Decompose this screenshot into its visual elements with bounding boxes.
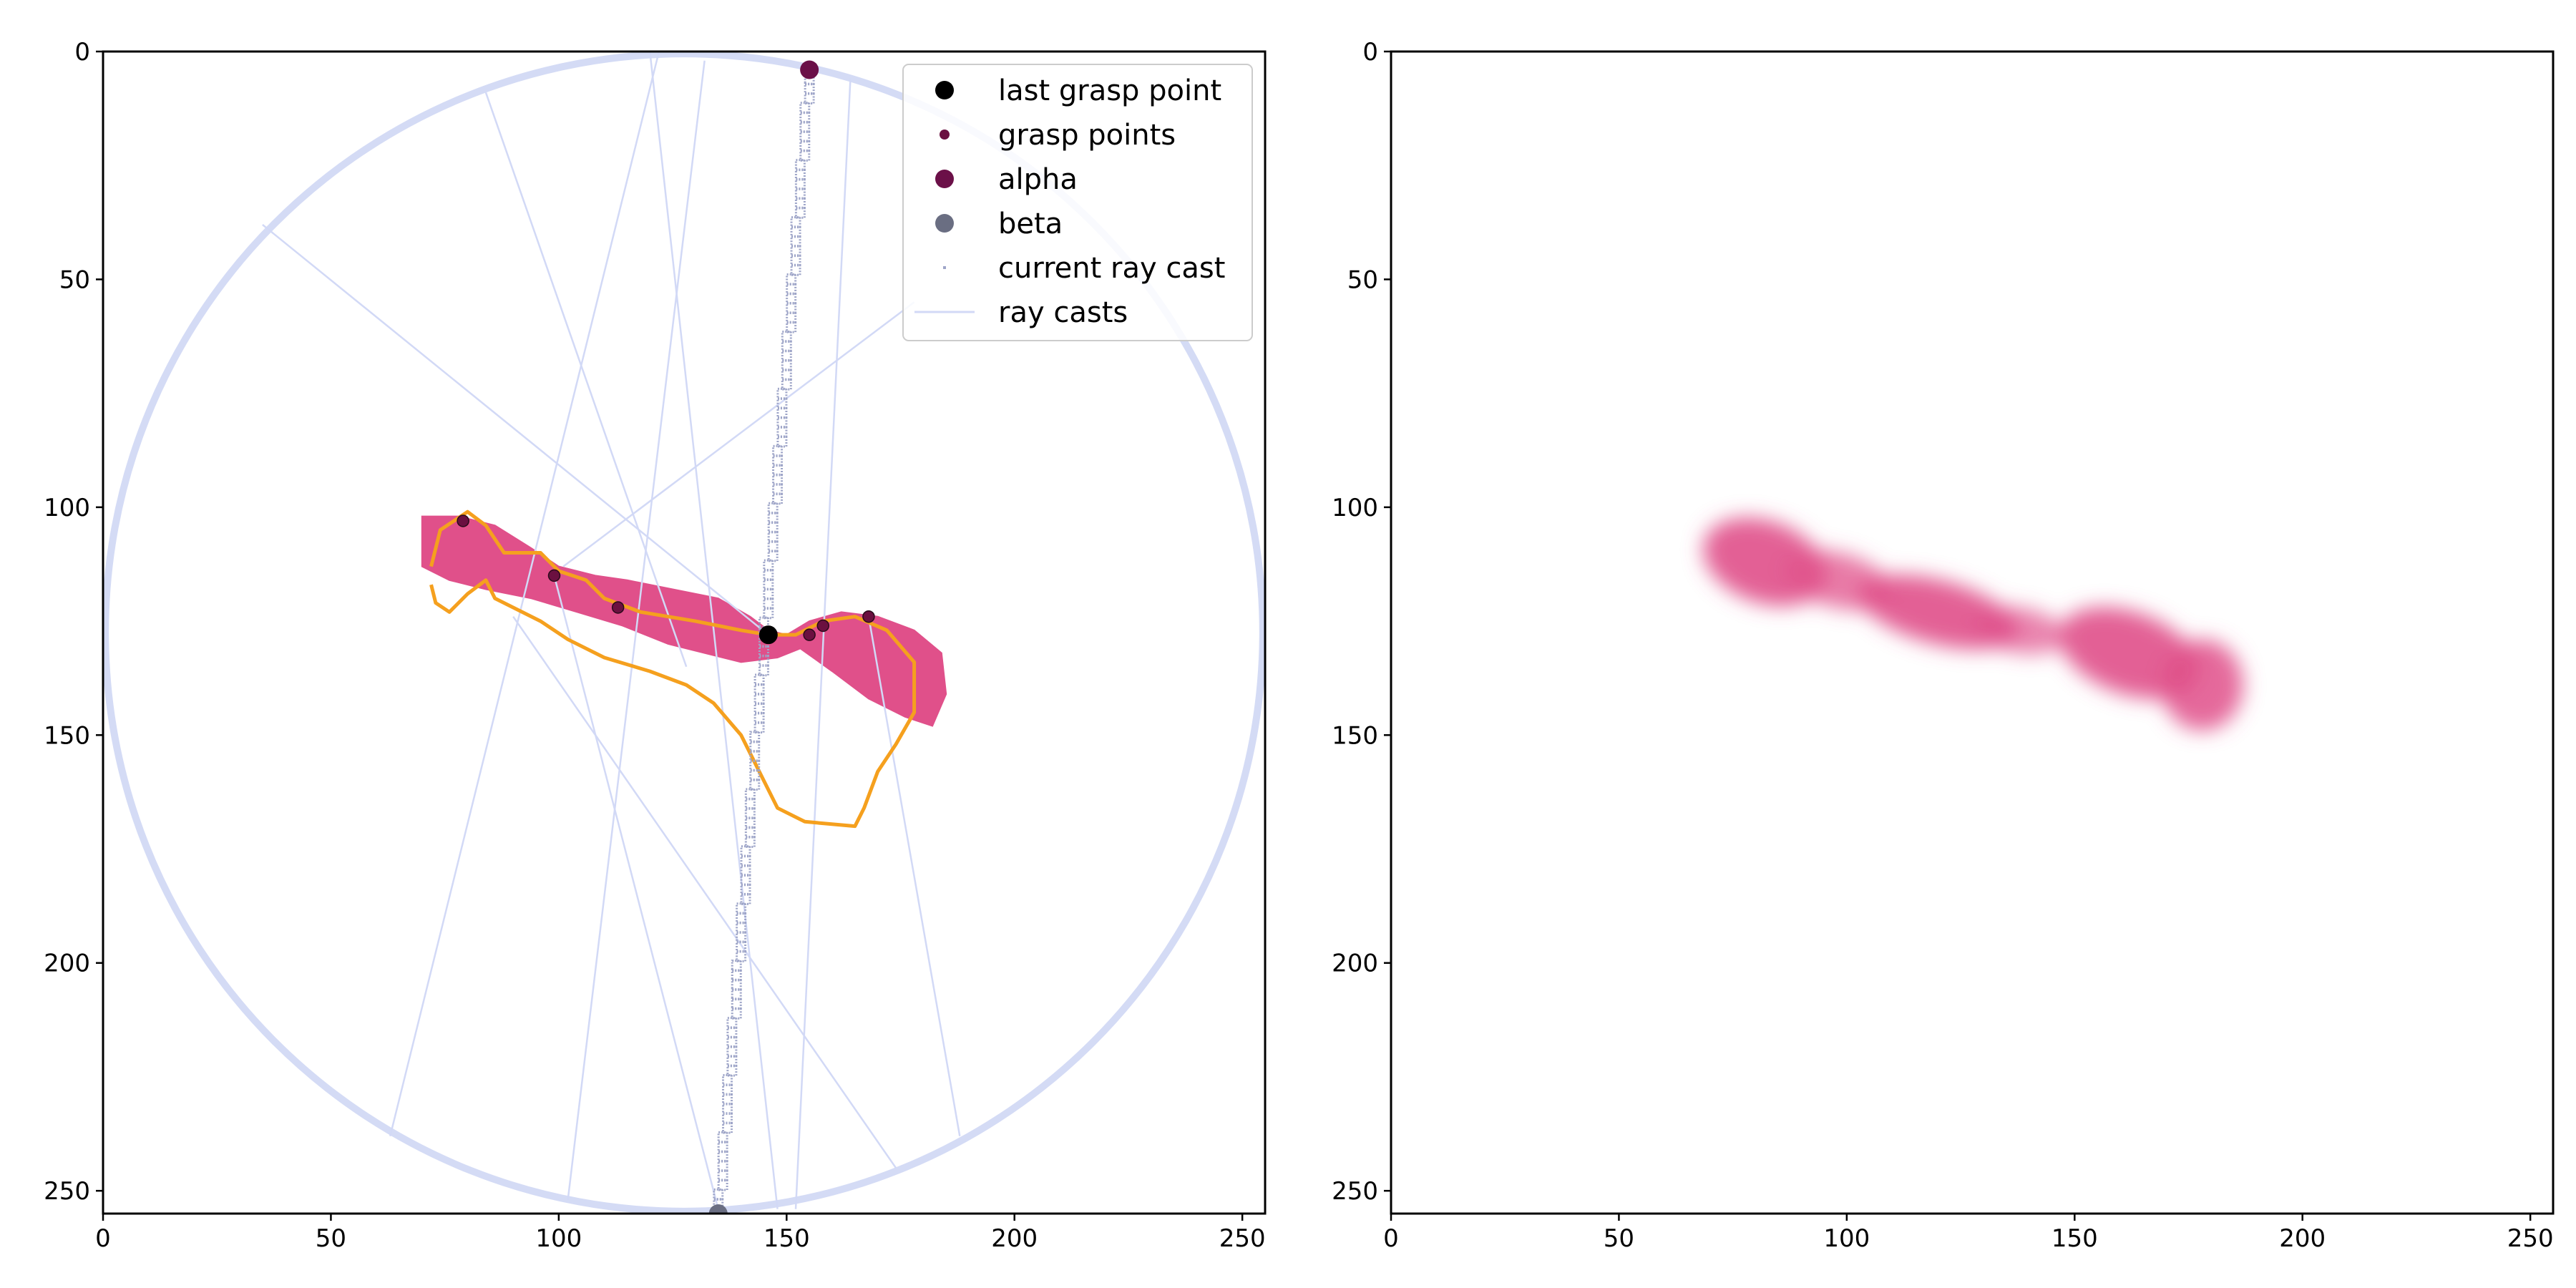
axes-frame: [102, 50, 1267, 1215]
grasp-point: [547, 569, 561, 582]
y-tick-label: 200: [44, 950, 90, 978]
y-tick-label: 150: [1332, 721, 1378, 750]
x-tick-label: 0: [1383, 1224, 1399, 1253]
y-tick-label: 250: [44, 1177, 90, 1206]
x-tick-label: 100: [535, 1224, 582, 1253]
legend-label: current ray cast: [998, 252, 1225, 285]
grasp-point: [457, 514, 469, 527]
x-tick-label: 200: [991, 1224, 1038, 1253]
y-tick-label: 100: [1332, 494, 1378, 522]
x-tick-label: 250: [1219, 1224, 1266, 1253]
ray-cast-line: [867, 616, 961, 1136]
x-tick-label: 150: [2051, 1224, 2098, 1253]
legend-marker: [935, 214, 954, 233]
x-tick-label: 50: [316, 1224, 346, 1253]
legend-marker: [943, 266, 946, 269]
legend-marker: [935, 170, 954, 188]
legend: last grasp point grasp points alpha beta cur…: [902, 64, 1253, 341]
legend-label: beta: [998, 208, 1063, 240]
ray-cast-line: [512, 615, 897, 1169]
grasp-point: [611, 601, 625, 614]
y-tick-label: 200: [1332, 950, 1378, 978]
y-tick-label: 250: [1332, 1177, 1378, 1206]
x-tick-label: 100: [1823, 1224, 1870, 1253]
x-tick-label: 250: [2507, 1224, 2554, 1253]
axes-frame: [1390, 50, 2555, 1215]
legend-box: [902, 64, 1253, 341]
y-tick-label: 50: [59, 265, 90, 294]
x-tick-label: 50: [1604, 1224, 1634, 1253]
left-plot-area: [103, 52, 1265, 1214]
ray-cast-line: [553, 575, 719, 1209]
y-tick-label: 50: [1347, 265, 1378, 294]
legend-label: last grasp point: [998, 74, 1221, 107]
legend-label: alpha: [998, 163, 1078, 196]
beta-point: [708, 1204, 728, 1214]
grasp-point: [816, 619, 829, 633]
right-plot-area: [1703, 517, 2243, 731]
object-contour: [429, 509, 917, 829]
object-region: [421, 515, 947, 727]
heatmap-blob: [1974, 606, 2065, 655]
legend-label: grasp points: [998, 119, 1176, 152]
x-tick-label: 150: [763, 1224, 810, 1253]
boundary-circle: [103, 52, 1265, 1214]
ray-cast-line: [648, 52, 779, 1209]
ray-cast-line: [262, 224, 769, 636]
legend-label: ray casts: [998, 296, 1128, 329]
y-tick-label: 100: [44, 494, 90, 522]
last-grasp-point: [758, 625, 778, 645]
x-tick-label: 200: [2279, 1224, 2326, 1253]
grasp-point: [803, 628, 816, 641]
ray-cast-line: [389, 52, 660, 1137]
alpha-point: [800, 60, 819, 79]
ray-cast-line: [562, 301, 915, 567]
ray-cast-line: [794, 79, 852, 1209]
heatmap-layer: [1703, 517, 2243, 731]
grasp-point: [862, 610, 875, 623]
y-tick-label: 150: [44, 721, 90, 750]
legend-marker: [940, 130, 950, 140]
x-tick-label: 0: [95, 1224, 111, 1253]
y-tick-label: 0: [74, 38, 90, 67]
heatmap-blob: [2161, 639, 2243, 731]
legend-marker: [935, 81, 954, 99]
ray-cast-line: [484, 92, 688, 668]
ray-cast-line: [567, 60, 706, 1201]
y-tick-label: 0: [1362, 38, 1378, 67]
